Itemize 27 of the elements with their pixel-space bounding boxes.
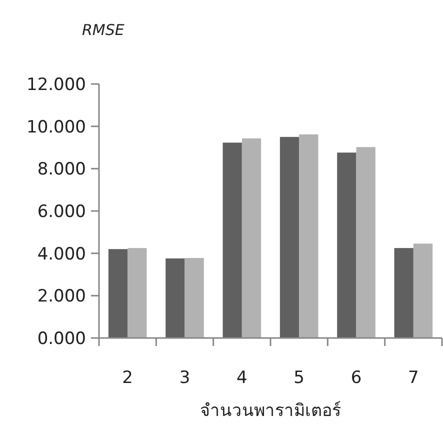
y-tick-label: 12.000 [26, 74, 86, 95]
bar [413, 244, 433, 338]
bar [337, 152, 356, 338]
bar [242, 138, 262, 338]
bar [280, 136, 300, 338]
y-tick-label: 8.000 [37, 160, 86, 180]
y-tick-label: 4.000 [37, 244, 86, 264]
bar [356, 147, 376, 338]
y-tick-label: 10.000 [26, 117, 86, 138]
x-tick-label: 4 [236, 368, 248, 388]
y-axis-title: RMSE [82, 21, 125, 39]
x-tick-label: 5 [294, 368, 304, 388]
x-tick-label: 3 [179, 368, 190, 388]
bar [394, 248, 414, 338]
x-tick-label: 6 [350, 368, 362, 388]
bar [128, 248, 147, 338]
x-axis-title: จำนวนพารามิเตอร์ [200, 401, 341, 421]
y-tick-label: 2.000 [37, 286, 86, 307]
bar [299, 134, 318, 338]
bar [184, 258, 204, 338]
y-tick-label: 0.000 [37, 328, 86, 349]
bar [166, 258, 185, 338]
x-tick-label: 2 [122, 368, 133, 388]
x-tick-label: 7 [408, 368, 419, 388]
bar [222, 142, 242, 338]
bar [108, 249, 128, 338]
y-tick-label: 6.000 [37, 202, 86, 222]
